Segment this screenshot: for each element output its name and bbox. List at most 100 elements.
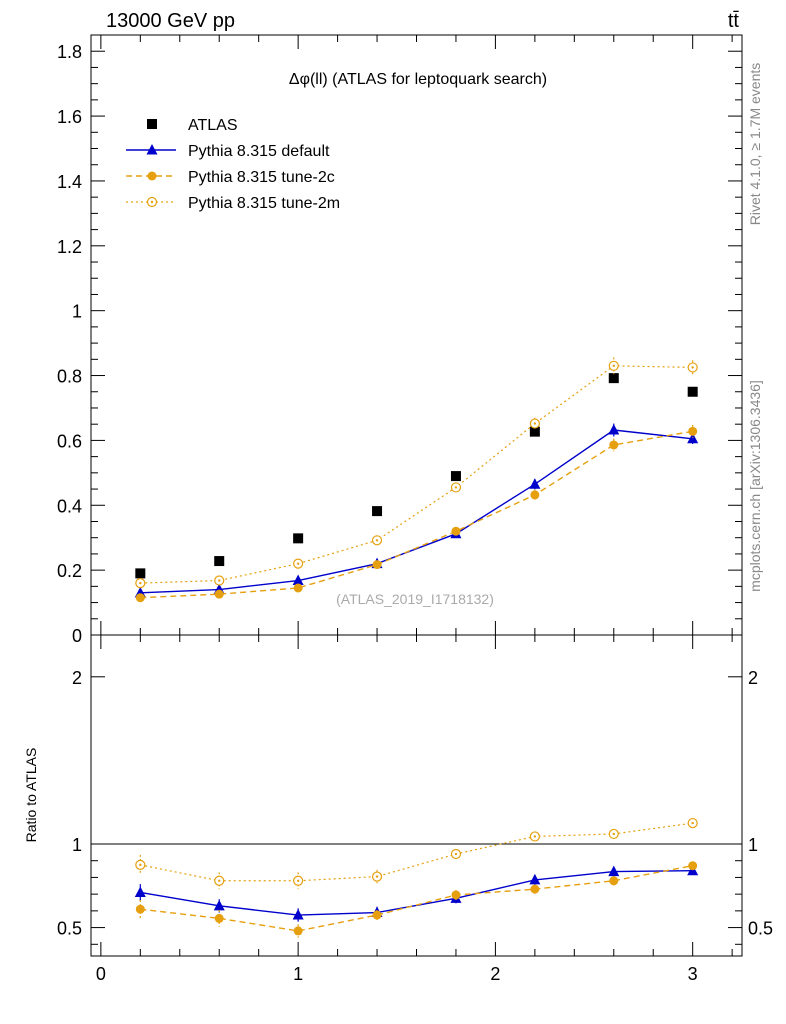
data-point-tune2c (688, 861, 698, 871)
data-point-default (292, 574, 304, 586)
legend-marker (147, 171, 157, 181)
mcplots-label: mcplots.cern.ch [arXiv:1306.3436] (747, 380, 763, 592)
legend-marker (147, 119, 157, 129)
data-point-default (608, 424, 620, 435)
series-tune2c (135, 424, 698, 603)
y-tick-label-right: 0.5 (748, 919, 773, 939)
data-point-tune2c (688, 426, 698, 436)
data-point-data (687, 386, 698, 397)
series-tune2m (135, 817, 698, 890)
y-tick-label: 1 (72, 835, 82, 855)
y-tick-label: 0 (72, 626, 82, 646)
data-point-tune2m-center (612, 832, 615, 836)
data-point-tune2m-center (691, 366, 694, 369)
data-point-default (608, 865, 620, 877)
legend-marker-center (150, 200, 154, 204)
y-tick-label-right: 2 (748, 668, 758, 688)
legend-marker (146, 144, 158, 155)
chart-title: Δφ(ll) (ATLAS for leptoquark search) (289, 71, 547, 88)
series-tune2c (135, 861, 698, 938)
data-point-data (372, 506, 383, 517)
data-point-tune2c (293, 926, 303, 936)
data-point-tune2m-center (533, 835, 537, 838)
series-line-tune2m (140, 365, 693, 584)
data-point-default (213, 899, 225, 911)
legend-label: Pythia 8.315 tune-2c (188, 169, 335, 186)
energy-label: 13000 GeV pp (106, 10, 235, 32)
ratio-series-group (134, 817, 699, 938)
data-point-default (529, 478, 541, 489)
legend-entry: Pythia 8.315 tune-2c (126, 169, 335, 186)
data-point-data (450, 471, 461, 482)
data-point-tune2m-center (375, 539, 379, 542)
data-point-tune2c (372, 910, 382, 920)
legend: ATLAS Pythia 8.315 default Pythia 8.315 tu… (126, 117, 340, 212)
data-point-tune2c (530, 884, 540, 894)
data-point-data (293, 533, 304, 544)
data-point-tune2m-center (612, 364, 615, 368)
data-point-tune2m-center (454, 852, 458, 856)
y-tick-label: 2 (72, 668, 82, 688)
series-tune2m (135, 357, 698, 589)
data-point-tune2m-center (218, 879, 221, 882)
data-point-data (214, 556, 225, 567)
series-line-tune2c (140, 430, 693, 599)
legend-entry: ATLAS (147, 117, 238, 134)
y-tick-label: 1.4 (57, 172, 82, 192)
series-default (134, 423, 699, 598)
data-point-default (687, 432, 699, 444)
main-axis-ticks: 0 0.2 0.4 0.6 0.8 1 1.2 1.4 1.6 1.8 (57, 34, 742, 646)
ratio-panel-frame (90, 634, 743, 957)
data-point-tune2c (609, 876, 619, 886)
x-tick-label: 3 (688, 964, 698, 984)
y-tick-label: 1.8 (57, 42, 82, 62)
data-point-tune2m-center (218, 579, 221, 582)
legend-label: Pythia 8.315 default (188, 143, 330, 160)
legend-entry: Pythia 8.315 tune-2m (126, 195, 340, 212)
process-label: tt̄ (728, 10, 740, 32)
ratio-panel: 0 1 2 3 0.5 0.5 1 1 2 2 Ratio to ATLAS (23, 634, 773, 984)
y-tick-label: 0.6 (57, 431, 82, 451)
data-point-tune2c (609, 440, 619, 450)
data-point-tune2m-center (139, 581, 142, 585)
data-point-default (134, 886, 146, 897)
data-point-tune2c (135, 593, 145, 603)
y-tick-label: 1 (72, 302, 82, 322)
data-point-data (529, 426, 540, 437)
legend-label: Pythia 8.315 tune-2m (188, 195, 340, 212)
rivet-version-label: Rivet 4.1.0, ≥ 1.7M events (747, 63, 763, 226)
legend-label: ATLAS (188, 117, 238, 134)
x-tick-label: 1 (293, 964, 303, 984)
x-tick-label: 0 (96, 964, 106, 984)
data-point-tune2c (293, 583, 303, 593)
series-data (135, 373, 698, 579)
data-point-tune2m-center (454, 486, 458, 489)
series-line-tune2c (140, 865, 693, 932)
data-point-tune2c (530, 490, 540, 500)
data-point-tune2m-center (296, 562, 300, 565)
data-point-tune2m-center (296, 879, 300, 882)
data-point-default (292, 909, 304, 920)
x-tick-label: 2 (490, 964, 500, 984)
data-point-tune2m-center (139, 863, 142, 867)
y-tick-label: 1.2 (57, 237, 82, 257)
data-point-default (529, 873, 541, 885)
data-point-tune2c (214, 913, 224, 923)
y-tick-label: 0.5 (57, 919, 82, 939)
legend-entry: Pythia 8.315 default (126, 143, 330, 160)
data-point-tune2m-center (533, 422, 537, 425)
data-point-data (608, 373, 619, 384)
data-point-tune2c (451, 890, 461, 900)
data-point-tune2c (372, 560, 382, 570)
ratio-y-axis-label: Ratio to ATLAS (23, 748, 39, 843)
y-tick-label: 1.6 (57, 107, 82, 127)
y-tick-label: 0.8 (57, 367, 82, 387)
data-point-tune2c (214, 589, 224, 599)
ratio-axis-ticks: 0 1 2 3 0.5 0.5 1 1 2 2 (57, 635, 773, 984)
data-point-tune2m-center (691, 821, 694, 825)
series-line-default (140, 429, 693, 594)
data-point-tune2m-center (375, 875, 379, 878)
y-tick-label: 0.4 (57, 496, 82, 516)
data-point-data (135, 568, 146, 579)
